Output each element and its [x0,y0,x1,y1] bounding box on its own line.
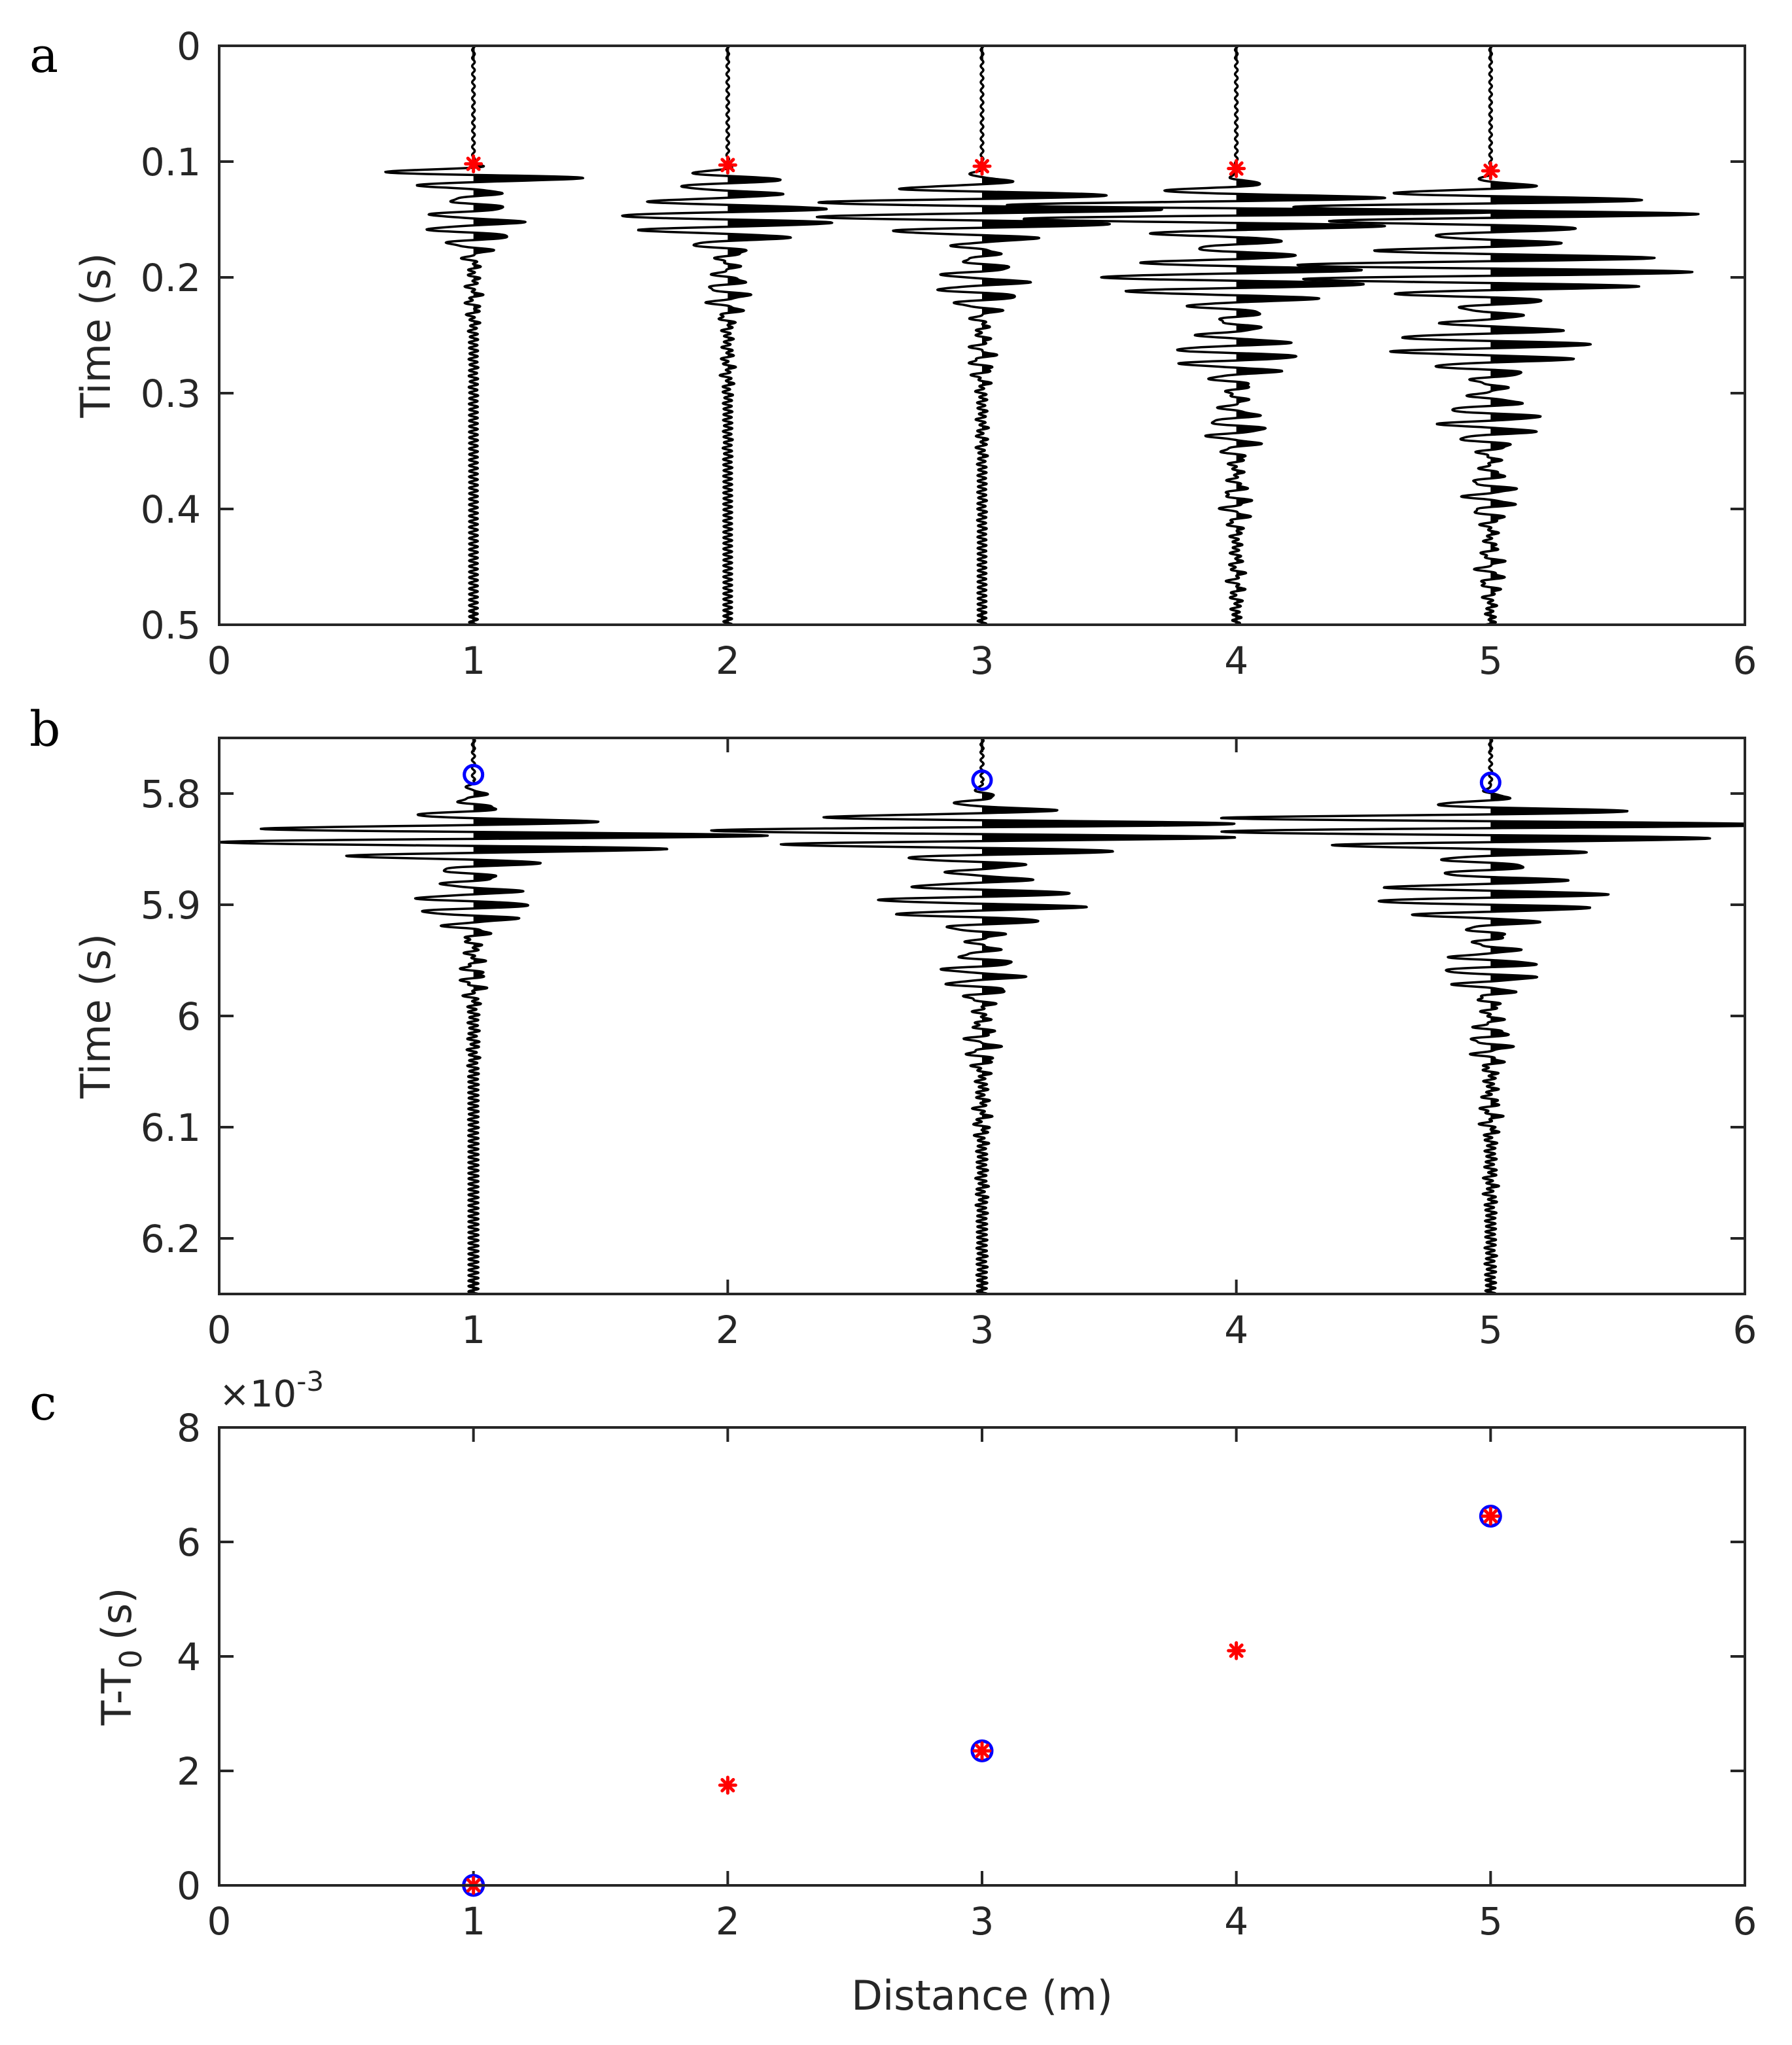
point-circle [970,1739,994,1762]
x-tick-label: 6 [1733,638,1757,683]
x-tick-label: 3 [970,638,994,683]
x-tick-label: 1 [461,1308,485,1352]
y-tick-label: 0.4 [141,487,201,532]
trace-fill-1 [473,46,584,625]
trace-3 [710,738,1237,1294]
trace-3 [815,46,1163,625]
x-tick-label: 5 [1479,638,1503,683]
y-tick-label: 6.1 [141,1106,201,1150]
x-tick-label: 0 [207,1899,232,1944]
pick-star-a [1481,161,1500,181]
scale-prefix: ×10 [219,1373,296,1416]
pick-circle-b [1479,771,1502,794]
plot-frame-c [218,1426,1746,1887]
y-tick-label: 6 [177,994,201,1039]
y-tick-label: 5.9 [141,883,201,928]
pick-star-a [1227,159,1246,179]
x-tick-label: 4 [1224,638,1248,683]
x-axis-label: Distance (m) [851,1972,1113,2019]
x-tick-label: 0 [207,1308,232,1352]
y-tick-label: 0.1 [141,140,201,184]
x-tick-label: 1 [461,638,485,683]
x-tick-label: 2 [716,1899,740,1944]
y-tick-label: 6.2 [141,1217,201,1261]
x-tick-label: 3 [970,1308,994,1352]
y-label-unit: (s) [93,1588,141,1641]
panel-a-seismic-traces: a 0 1 2 3 4 5 6 0 0.1 0.2 0.3 0.4 0.5 Time (s) [29,24,1757,683]
x-tick-label: 5 [1479,1899,1503,1944]
y-tick-label: 4 [177,1635,201,1679]
y-tick-label: 0.5 [141,603,201,648]
pick-circle-b [971,769,993,792]
y-axis-label: T-T0 (s) [93,1588,149,1726]
x-tick-label: 6 [1733,1308,1757,1352]
trace-5 [1220,738,1745,1294]
pick-star-a [972,156,992,176]
y-tick-label: 0.3 [141,372,201,416]
trace-4 [1006,46,1504,625]
pick-star-a [464,154,483,174]
scale-exponent-label: ×10-3 [219,1365,324,1416]
plot-frame-a [218,44,1746,626]
y-tick-label: 2 [177,1749,201,1794]
traces-b [219,738,1745,1294]
trace-2 [621,46,834,625]
panel-letter: a [29,27,58,84]
y-axis-label: Time (s) [72,934,120,1099]
point-star [1481,1507,1500,1526]
panel-letter: b [29,701,60,758]
traces-a [384,46,1700,625]
x-tick-label: 1 [461,1899,485,1944]
panel-b-seismic-traces: b 0 1 2 3 4 5 6 5.8 5.9 6 6.1 6.2 Time (s) [29,701,1757,1352]
y-tick-label: 8 [177,1406,201,1450]
trace-1 [219,738,769,1294]
trace-5 [1292,46,1700,625]
trace-fill-5 [1490,46,1698,624]
x-tick-label: 4 [1224,1308,1248,1352]
scale-exponent: -3 [296,1365,324,1397]
x-tick-label: 3 [970,1899,994,1944]
trace-fill-1 [473,739,768,1294]
x-tick-label: 2 [716,638,740,683]
panel-letter: c [29,1375,56,1431]
plot-frame-b [218,737,1746,1295]
trace-1 [384,46,584,625]
x-tick-label: 6 [1733,1899,1757,1944]
point-circle [1479,1505,1502,1528]
pick-circle-b [463,763,485,786]
x-tick-label: 5 [1479,1308,1503,1352]
trace-fill-2 [728,46,832,625]
point-star [718,1775,737,1795]
y-tick-label: 5.8 [141,772,201,816]
x-tick-label: 2 [716,1308,740,1352]
y-tick-label: 0 [177,1864,201,1908]
pick-star-a [718,155,737,175]
point-star [1227,1641,1246,1660]
x-tick-label: 0 [207,638,232,683]
point-star [972,1741,992,1760]
y-label-subscript: 0 [113,1649,149,1668]
y-label-main: T-T [93,1668,141,1726]
y-tick-label: 6 [177,1520,201,1565]
y-tick-label: 0.2 [141,256,201,300]
trace-fill-3 [982,46,1163,625]
y-axis-label: Time (s) [72,253,120,418]
y-tick-label: 0 [177,24,201,69]
x-tick-label: 4 [1224,1899,1248,1944]
